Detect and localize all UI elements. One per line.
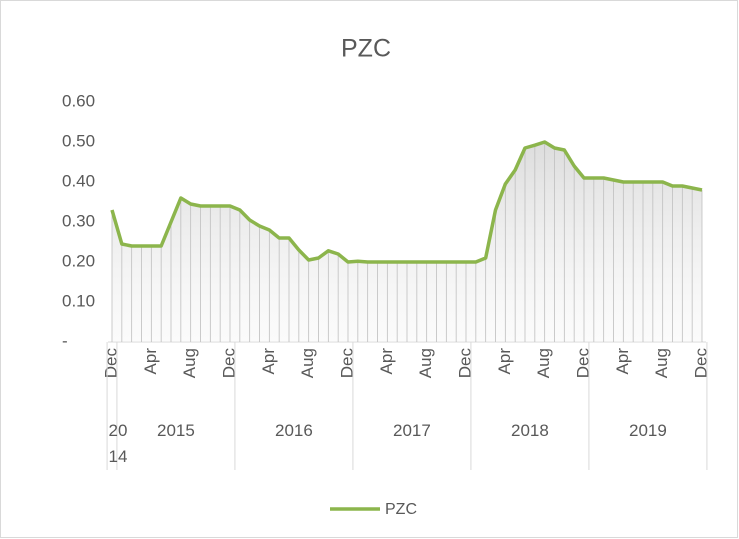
x-tick-label: Apr <box>141 348 160 375</box>
x-tick-label: Dec <box>455 348 474 379</box>
year-label: 2019 <box>628 421 667 440</box>
x-tick-label: Apr <box>259 348 278 375</box>
y-tick-label: 0.60 <box>62 91 95 110</box>
y-tick-label: - <box>62 331 68 350</box>
x-tick-label: Apr <box>495 348 514 375</box>
x-tick-label: Dec <box>573 348 592 379</box>
x-tick-label: Aug <box>652 348 671 378</box>
chart-title: PZC <box>341 35 391 63</box>
x-tick-label: Apr <box>377 348 396 375</box>
x-tick-label: Dec <box>219 348 238 379</box>
year-label: 2017 <box>392 421 431 440</box>
x-tick-label: Aug <box>534 348 553 378</box>
x-tick-label: Apr <box>613 348 632 375</box>
x-tick-label: Aug <box>416 348 435 378</box>
y-tick-label: 0.50 <box>62 131 95 150</box>
x-tick-label: Aug <box>180 348 199 378</box>
y-tick-label: 0.20 <box>62 251 95 270</box>
year-label: 2016 <box>274 421 313 440</box>
y-tick-label: 0.10 <box>62 291 95 310</box>
legend-label: PZC <box>385 501 417 518</box>
x-tick-label: Dec <box>337 348 356 379</box>
x-tick-label: Dec <box>101 348 120 379</box>
x-tick-label: Dec <box>691 348 710 379</box>
series-line <box>110 140 703 264</box>
year-label: 2014 <box>108 421 128 466</box>
y-tick-label: 0.30 <box>62 211 95 230</box>
year-label: 2018 <box>510 421 549 440</box>
x-tick-label: Aug <box>298 348 317 378</box>
y-tick-label: 0.40 <box>62 171 95 190</box>
year-label: 2015 <box>156 421 195 440</box>
